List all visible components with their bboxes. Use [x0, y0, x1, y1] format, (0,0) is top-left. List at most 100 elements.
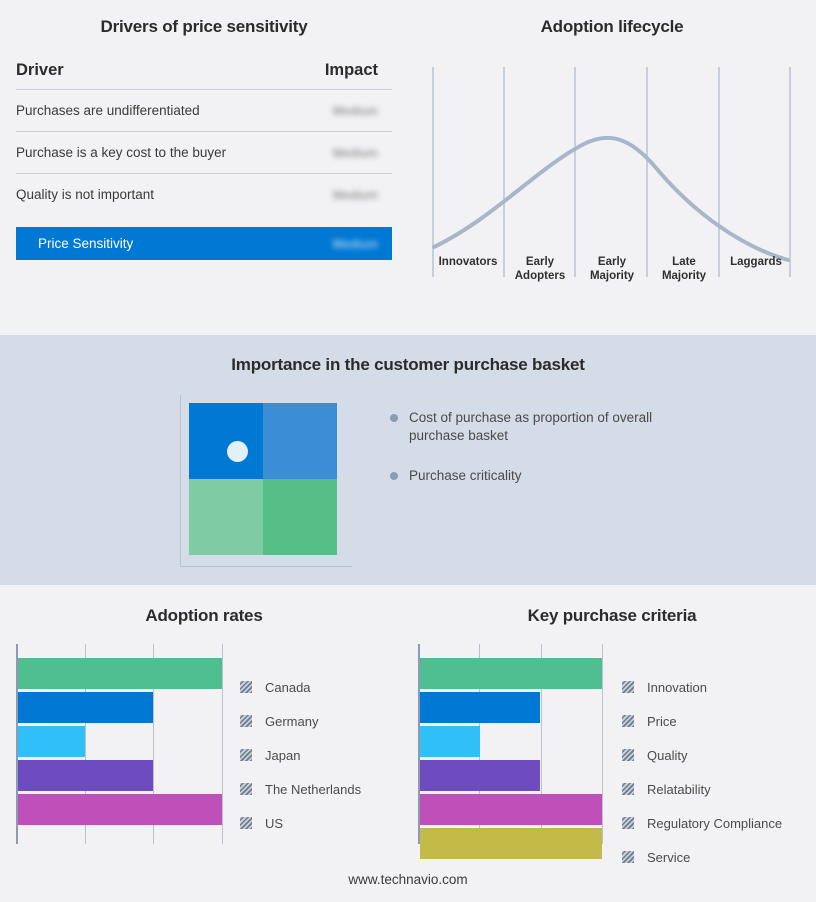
impact-value-redacted: Medium: [332, 187, 378, 202]
stage-laggards: Laggards: [720, 255, 792, 283]
stage-line1: Late: [672, 256, 696, 268]
legend-swatch-icon: [240, 715, 252, 727]
legend-label: Japan: [265, 747, 301, 763]
legend-swatch-icon: [622, 715, 634, 727]
y-axis-line: [418, 644, 420, 844]
stage-early-majority: Early Majority: [576, 255, 648, 283]
bar-slot: [420, 658, 602, 689]
drivers-table-header: Driver Impact: [16, 61, 392, 90]
bullet-dot-icon: [390, 472, 398, 480]
legend-item: Germany: [240, 704, 361, 738]
quadrant-top-right: [263, 403, 337, 479]
basket-body: Cost of purchase as proportion of overal…: [0, 395, 816, 567]
key-purchase-criteria-title: Key purchase criteria: [527, 606, 697, 625]
stage-line2: Majority: [661, 270, 707, 282]
bar-slot: [18, 760, 222, 791]
bar-slot: [18, 726, 222, 757]
footer-url: www.technavio.com: [348, 872, 468, 887]
price-sensitivity-impact-redacted: Medium: [332, 236, 378, 251]
legend-label: Innovation: [647, 679, 707, 695]
legend-label: Regulatory Compliance: [647, 815, 783, 831]
adoption-rates-plot: [16, 644, 223, 844]
bar: [18, 658, 222, 689]
key-purchase-criteria-chart: Innovation Price Quality Relatability Regula…: [408, 644, 816, 874]
lifecycle-panel-title: Adoption lifecycle: [540, 17, 684, 36]
legend-item: Regulatory Compliance: [622, 806, 782, 840]
table-row: Purchases are undifferentiated Medium: [16, 90, 392, 132]
legend-swatch-icon: [240, 783, 252, 795]
bar: [18, 794, 222, 825]
drivers-of-price-sensitivity-panel: Drivers of price sensitivity Driver Impa…: [0, 0, 408, 335]
quadrant-top-left: [189, 403, 263, 479]
legend-item: Innovation: [622, 670, 782, 704]
quadrant-grid: [189, 403, 337, 555]
key-purchase-criteria-panel: Key purchase criteria Innovation Price Qua…: [408, 585, 816, 865]
adoption-lifecycle-chart: Innovators Early Adopters Early Majority…: [432, 59, 792, 289]
stage-line1: Early: [525, 256, 555, 268]
legend-label: The Netherlands: [265, 781, 362, 797]
legend-swatch-icon: [240, 817, 252, 829]
bar-slot: [420, 828, 602, 859]
legend-label: Canada: [265, 679, 311, 695]
legend-item: Japan: [240, 738, 361, 772]
purchase-basket-panel: Importance in the customer purchase bask…: [0, 335, 816, 585]
legend-swatch-icon: [622, 783, 634, 795]
drivers-panel-title: Drivers of price sensitivity: [100, 17, 308, 36]
grid-line: [540, 644, 542, 844]
stage-line2: Laggards: [730, 256, 782, 268]
bar: [420, 658, 602, 689]
bar: [18, 692, 153, 723]
bar: [18, 726, 86, 757]
basket-legend: Cost of purchase as proportion of overal…: [390, 409, 660, 507]
driver-label: Quality is not important: [16, 187, 155, 202]
legend-item: Price: [622, 704, 782, 738]
stage-innovators: Innovators: [432, 255, 504, 283]
quadrant-bottom-left: [189, 479, 263, 555]
legend-item: Quality: [622, 738, 782, 772]
column-header-driver: Driver: [16, 61, 64, 79]
table-row: Purchase is a key cost to the buyer Medi…: [16, 132, 392, 174]
table-row: Quality is not important Medium: [16, 174, 392, 215]
legend-swatch-icon: [622, 851, 634, 863]
adoption-rates-legend: Canada Germany Japan The Netherlands US: [240, 670, 361, 844]
bar: [18, 760, 153, 791]
basket-legend-label: Purchase criticality: [409, 468, 522, 483]
bar: [420, 692, 541, 723]
adoption-lifecycle-panel: Adoption lifecycle Innovators: [408, 0, 816, 335]
bar: [420, 794, 602, 825]
lifecycle-stage-labels: Innovators Early Adopters Early Majority…: [432, 255, 792, 283]
bar-group: [18, 658, 222, 828]
key-purchase-criteria-plot: [418, 644, 603, 859]
quadrant-x-axis: [180, 566, 352, 567]
bar-slot: [18, 794, 222, 825]
quadrant-chart: [180, 395, 352, 567]
grid-line: [602, 644, 603, 844]
stage-line2: Adopters: [514, 270, 566, 282]
driver-label: Purchase is a key cost to the buyer: [16, 145, 227, 160]
basket-legend-label: Cost of purchase as proportion of overal…: [409, 410, 653, 443]
stage-early-adopters: Early Adopters: [504, 255, 576, 283]
quadrant-y-axis: [180, 395, 181, 567]
bar: [420, 828, 602, 859]
y-axis-line: [16, 644, 18, 844]
legend-swatch-icon: [622, 817, 634, 829]
adoption-curve-path: [432, 135, 790, 262]
key-purchase-criteria-legend: Innovation Price Quality Relatability Regula…: [622, 670, 782, 874]
bar-slot: [420, 726, 602, 757]
drivers-table: Driver Impact Purchases are undifferenti…: [16, 61, 392, 215]
impact-value-redacted: Medium: [332, 145, 378, 160]
legend-swatch-icon: [622, 749, 634, 761]
legend-label: Germany: [265, 713, 319, 729]
legend-label: Service: [647, 849, 691, 865]
legend-label: Relatability: [647, 781, 711, 797]
list-item: Cost of purchase as proportion of overal…: [390, 409, 660, 445]
adoption-rates-panel: Adoption rates Canada Germany Japan The Net…: [0, 585, 408, 865]
legend-swatch-icon: [622, 681, 634, 693]
bar-slot: [18, 658, 222, 689]
legend-label: Price: [647, 713, 677, 729]
stage-line2: Innovators: [438, 256, 498, 268]
basket-panel-title: Importance in the customer purchase bask…: [231, 355, 585, 374]
list-item: Purchase criticality: [390, 467, 660, 485]
adoption-rates-chart: Canada Germany Japan The Netherlands US: [0, 644, 408, 844]
